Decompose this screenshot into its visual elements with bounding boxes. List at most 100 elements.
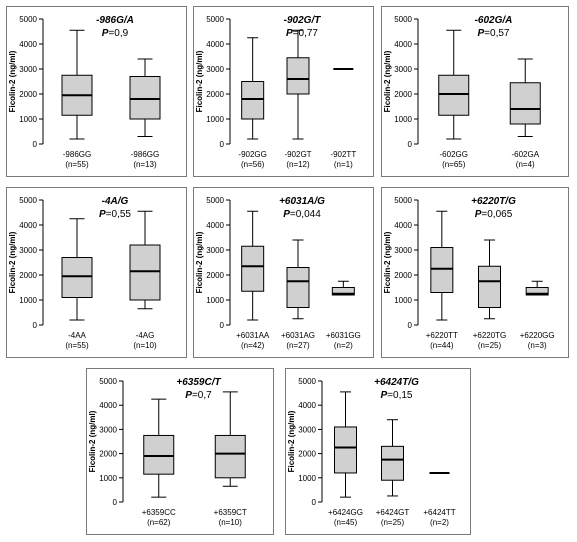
category-label: +6031GG bbox=[326, 331, 361, 340]
category-label: +6424TT bbox=[423, 508, 455, 517]
y-tick-label: 5000 bbox=[206, 196, 224, 205]
y-tick-label: 5000 bbox=[394, 15, 412, 24]
p-value-text: =0,77 bbox=[293, 28, 319, 39]
panel-title: -4A/G bbox=[102, 196, 129, 207]
y-tick-label: 3000 bbox=[206, 246, 224, 255]
box-3 bbox=[525, 280, 549, 296]
y-axis-label: Ficolin-2 (ng/ml) bbox=[88, 410, 97, 472]
y-tick-label: 2000 bbox=[394, 90, 412, 99]
sample-size-label: (n=1) bbox=[334, 160, 353, 169]
sample-size-label: (n=25) bbox=[381, 518, 405, 527]
p-value-text: =0,065 bbox=[481, 209, 512, 220]
sample-size-label: (n=42) bbox=[241, 341, 265, 350]
y-tick-label: 2000 bbox=[394, 271, 412, 280]
panel-7: 0 1000 2000 3000 4000 5000 Ficolin-2 (ng/ml) +6… bbox=[86, 368, 274, 535]
panel-4: 0 1000 2000 3000 4000 5000 Ficolin-2 (ng/ml) -4… bbox=[6, 187, 187, 358]
sample-size-label: (n=55) bbox=[65, 341, 89, 350]
box-1 bbox=[61, 29, 93, 140]
panel-6: 0 1000 2000 3000 4000 5000 Ficolin-2 (ng/ml) +6… bbox=[381, 187, 569, 358]
panel-frame bbox=[381, 6, 569, 177]
sample-size-label: (n=4) bbox=[516, 160, 535, 169]
box-2 bbox=[129, 210, 161, 310]
y-tick-label: 1000 bbox=[99, 474, 117, 483]
y-tick-label: 5000 bbox=[19, 15, 37, 24]
box-2 bbox=[129, 58, 161, 137]
panel-3: 0 1000 2000 3000 4000 5000 Ficolin-2 (ng/ml) -6… bbox=[381, 6, 569, 177]
box-2 bbox=[286, 239, 310, 320]
box-1 bbox=[241, 37, 265, 140]
y-tick-label: 0 bbox=[33, 321, 38, 330]
box-2 bbox=[509, 58, 541, 137]
y-axis-label: Ficolin-2 (ng/ml) bbox=[383, 50, 392, 112]
box-1 bbox=[241, 210, 265, 321]
box-2 bbox=[214, 391, 246, 487]
iqr-box bbox=[509, 82, 541, 125]
iqr-box bbox=[214, 434, 246, 479]
panel-title: -602G/A bbox=[475, 15, 513, 26]
category-label: -602GA bbox=[511, 150, 539, 159]
iqr-box bbox=[286, 57, 310, 95]
p-value-symbol: P bbox=[99, 209, 106, 220]
y-tick-label: 0 bbox=[408, 140, 413, 149]
category-label: -4AA bbox=[68, 331, 86, 340]
y-tick-label: 3000 bbox=[19, 65, 37, 74]
box-1 bbox=[143, 398, 175, 498]
sample-size-label: (n=56) bbox=[241, 160, 265, 169]
y-tick-label: 4000 bbox=[206, 221, 224, 230]
panel-title: +6359C/T bbox=[176, 377, 221, 388]
panel-frame bbox=[6, 187, 187, 358]
box-2 bbox=[478, 239, 501, 320]
p-value-text: =0,55 bbox=[106, 209, 132, 220]
y-tick-label: 4000 bbox=[19, 40, 37, 49]
sample-size-label: (n=10) bbox=[133, 341, 157, 350]
y-tick-label: 0 bbox=[408, 321, 413, 330]
p-value: P=0,9 bbox=[102, 28, 129, 39]
p-value-text: =0,044 bbox=[290, 209, 321, 220]
y-tick-label: 1000 bbox=[19, 115, 37, 124]
box-1 bbox=[438, 29, 470, 140]
box-2 bbox=[381, 419, 404, 497]
iqr-box bbox=[331, 287, 355, 296]
box-2 bbox=[286, 29, 310, 140]
category-label: +6424GG bbox=[328, 508, 363, 517]
iqr-box bbox=[430, 247, 454, 293]
sample-size-label: (n=13) bbox=[133, 160, 157, 169]
p-value-text: =0,15 bbox=[387, 390, 413, 401]
box-1 bbox=[61, 218, 93, 321]
panel-title: +6031A/G bbox=[279, 196, 325, 207]
p-value-symbol: P bbox=[475, 209, 482, 220]
panel-frame bbox=[86, 368, 274, 535]
sample-size-label: (n=62) bbox=[147, 518, 171, 527]
y-tick-label: 0 bbox=[220, 140, 225, 149]
iqr-box bbox=[525, 287, 549, 296]
iqr-box bbox=[241, 81, 265, 120]
sample-size-label: (n=55) bbox=[65, 160, 89, 169]
p-value-text: =0,9 bbox=[108, 28, 128, 39]
y-tick-label: 1000 bbox=[394, 296, 412, 305]
panel-frame bbox=[193, 6, 374, 177]
box-1 bbox=[430, 210, 454, 321]
y-tick-label: 2000 bbox=[19, 90, 37, 99]
category-label: +6359CT bbox=[214, 508, 247, 517]
p-value-symbol: P bbox=[286, 28, 293, 39]
y-tick-label: 2000 bbox=[298, 450, 316, 459]
y-tick-label: 0 bbox=[113, 498, 118, 507]
sample-size-label: (n=45) bbox=[334, 518, 358, 527]
iqr-box bbox=[438, 74, 470, 116]
y-tick-label: 4000 bbox=[99, 401, 117, 410]
p-value: P=0,15 bbox=[381, 390, 413, 401]
panel-frame bbox=[381, 187, 569, 358]
y-axis-label: Ficolin-2 (ng/ml) bbox=[383, 231, 392, 293]
panel-8: 0 1000 2000 3000 4000 5000 Ficolin-2 (ng/ml) +6… bbox=[285, 368, 471, 535]
category-label: +6220TT bbox=[426, 331, 458, 340]
p-value: P=0,57 bbox=[478, 28, 510, 39]
y-axis-label: Ficolin-2 (ng/ml) bbox=[8, 50, 17, 112]
y-tick-label: 2000 bbox=[206, 271, 224, 280]
y-tick-label: 1000 bbox=[206, 115, 224, 124]
p-value-text: =0,57 bbox=[484, 28, 510, 39]
category-label: +6220TG bbox=[473, 331, 507, 340]
y-tick-label: 4000 bbox=[394, 221, 412, 230]
p-value-symbol: P bbox=[283, 209, 290, 220]
